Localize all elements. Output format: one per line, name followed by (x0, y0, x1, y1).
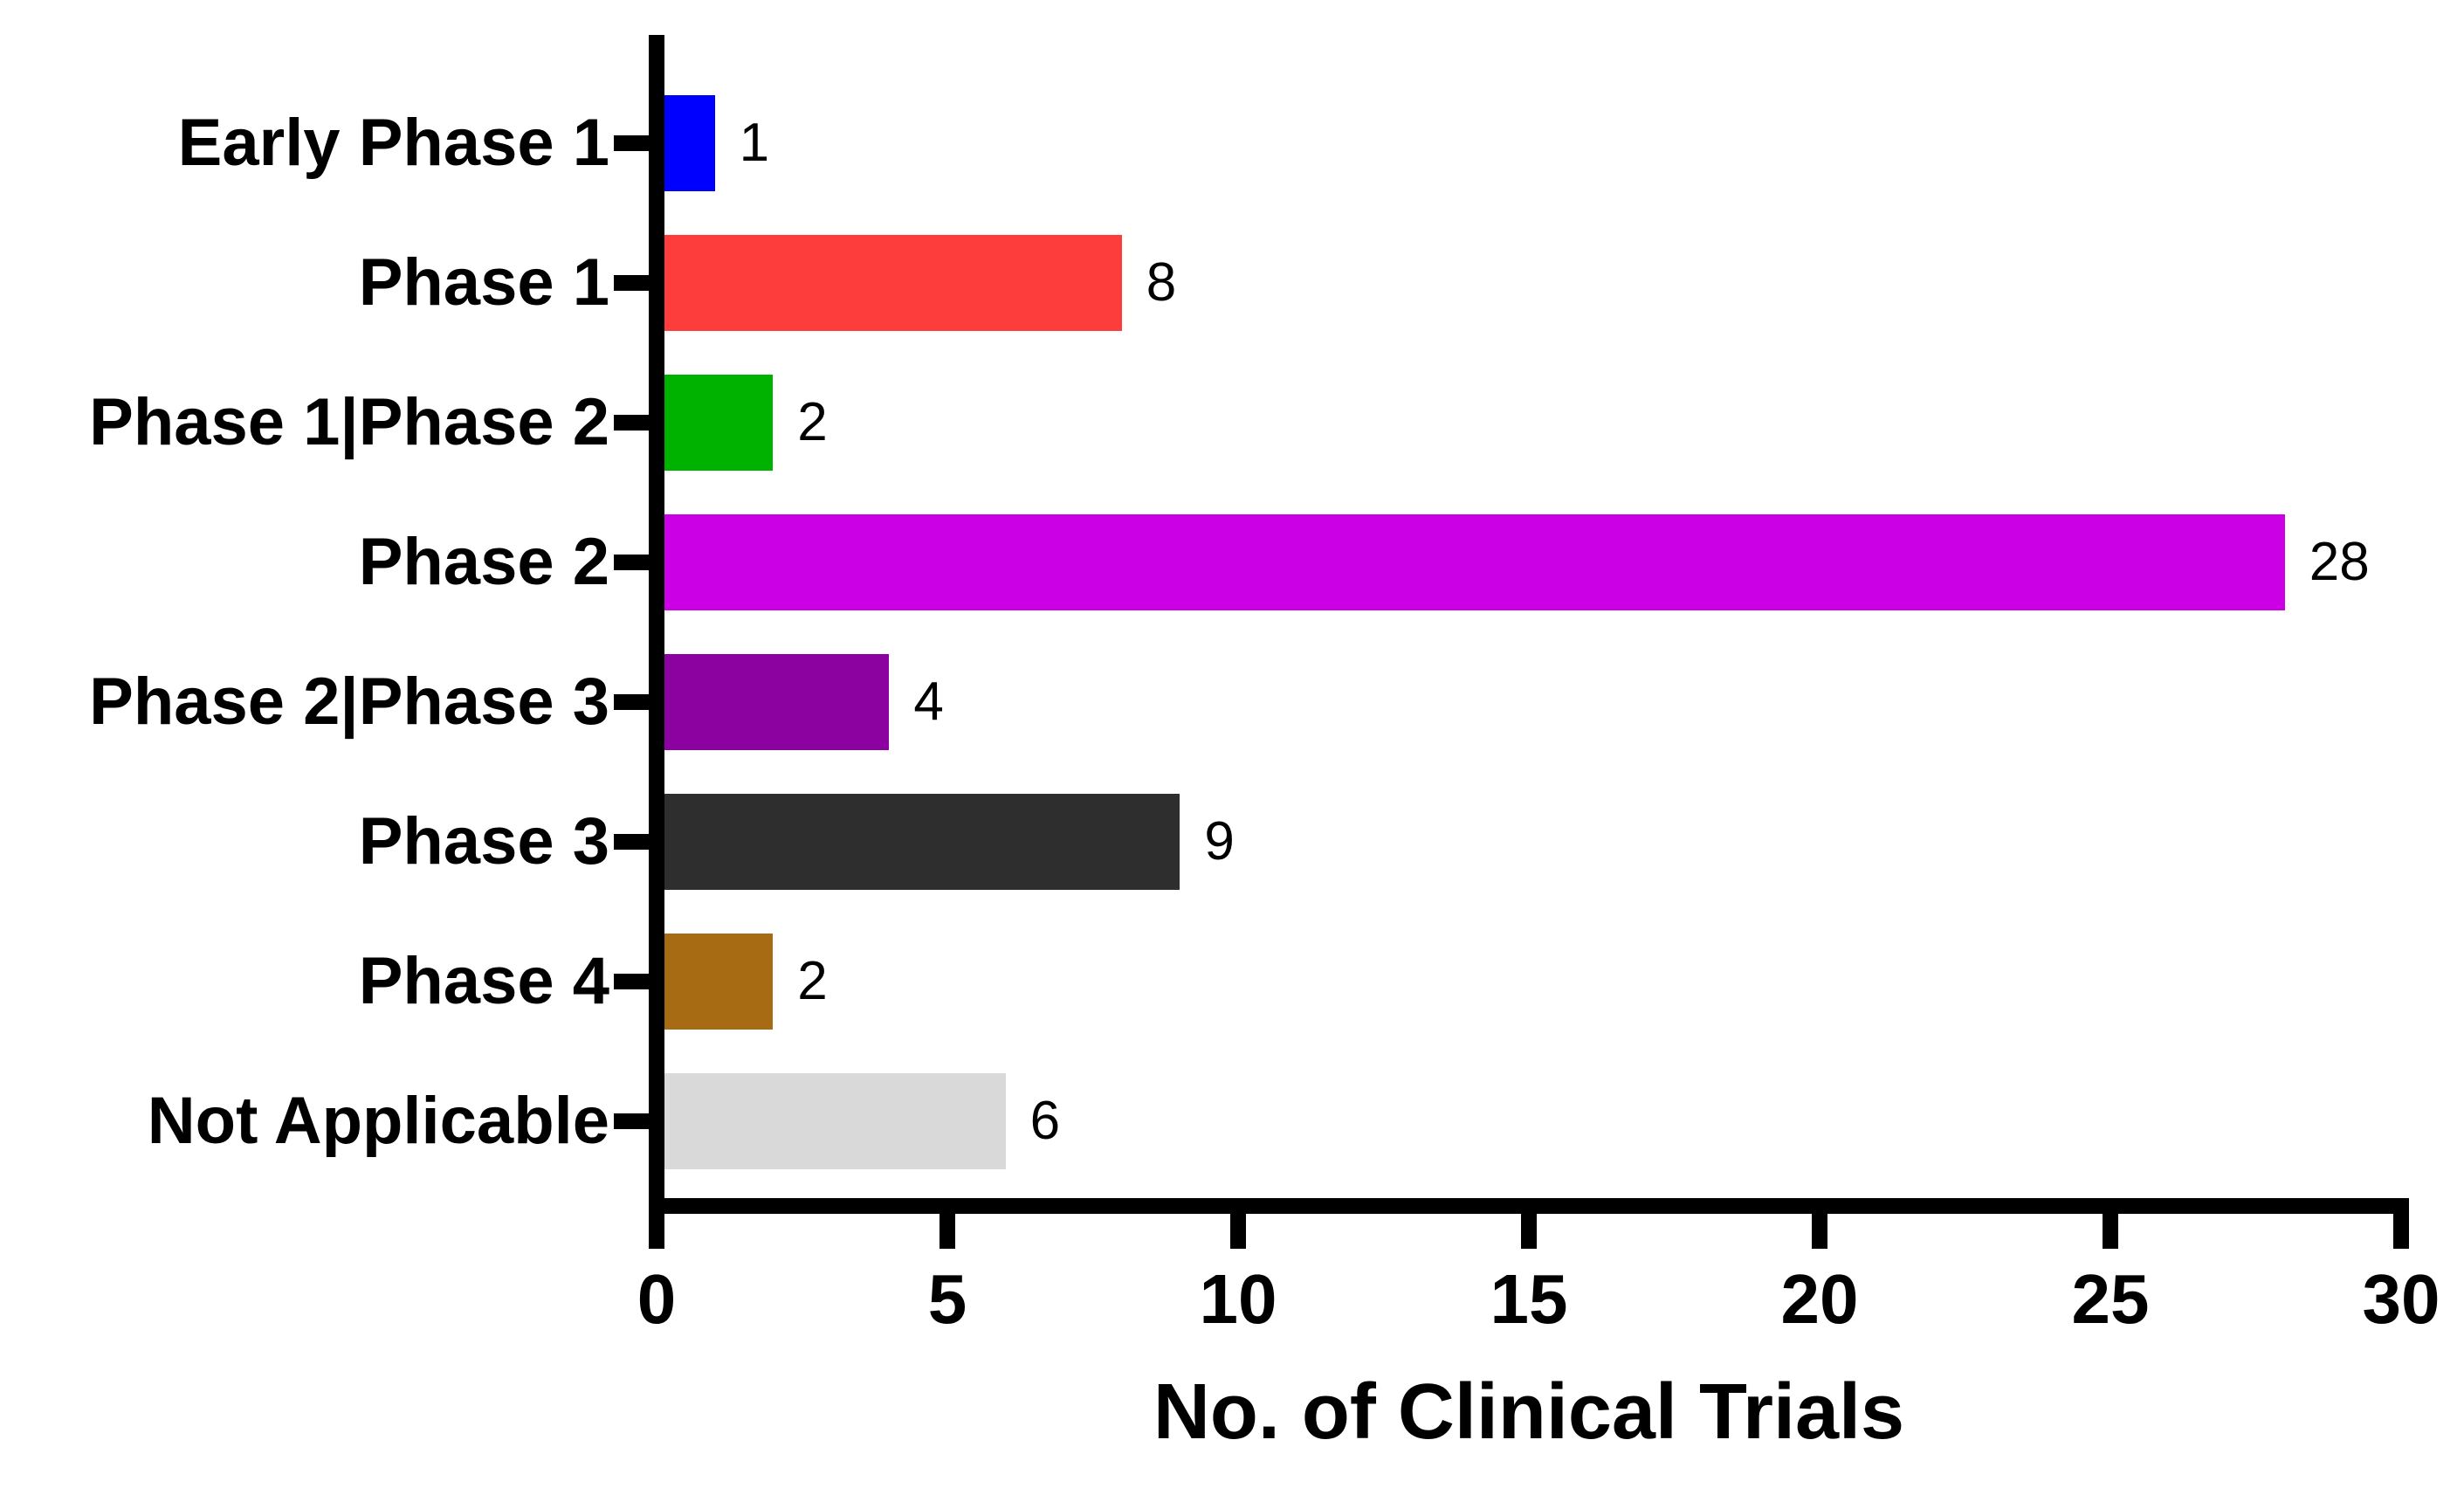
x-axis-line (649, 1198, 2409, 1214)
category-label: Phase 1|Phase 2 (89, 385, 609, 459)
x-axis-title: No. of Clinical Trials (1153, 1368, 1905, 1456)
y-axis-tick (614, 555, 649, 570)
x-axis-tick (2103, 1214, 2118, 1249)
x-axis-tick-label: 25 (2071, 1260, 2150, 1338)
bar-value-label: 2 (797, 392, 828, 452)
bar-value-label: 8 (1146, 252, 1177, 313)
x-axis-tick (2393, 1214, 2409, 1249)
y-axis-tick (614, 834, 649, 850)
x-axis-tick-label: 5 (927, 1260, 967, 1338)
bar-value-label: 1 (739, 113, 770, 173)
bar (664, 514, 2285, 610)
y-axis-tick (614, 694, 649, 710)
y-axis-tick (614, 275, 649, 291)
category-label: Phase 4 (358, 944, 609, 1018)
y-axis-tick (614, 135, 649, 151)
x-axis-tick-label: 10 (1199, 1260, 1277, 1338)
bar-value-label: 9 (1204, 811, 1235, 872)
x-axis-tick (939, 1214, 955, 1249)
bar (664, 235, 1122, 331)
y-axis-tick (614, 415, 649, 431)
x-axis-tick-label: 30 (2362, 1260, 2440, 1338)
x-axis-tick-label: 0 (637, 1260, 677, 1338)
y-axis-tick (614, 1113, 649, 1129)
bar (664, 794, 1180, 890)
category-label: Phase 3 (358, 804, 609, 878)
bar-value-label: 6 (1029, 1091, 1061, 1151)
category-label: Not Applicable (147, 1084, 609, 1158)
x-axis-tick (649, 1214, 664, 1249)
bar-value-label: 4 (913, 672, 944, 732)
category-label: Early Phase 1 (177, 106, 609, 180)
category-label: Phase 2 (358, 525, 609, 599)
bar (664, 1073, 1006, 1169)
y-axis-tick (614, 974, 649, 989)
category-label: Phase 1 (358, 245, 609, 320)
bar (664, 654, 890, 750)
bar-value-label: 2 (797, 951, 828, 1011)
x-axis-tick (1812, 1214, 1827, 1249)
x-axis-tick-label: 20 (1780, 1260, 1859, 1338)
x-axis-tick (1230, 1214, 1246, 1249)
bar-value-label: 28 (2309, 532, 2370, 592)
bar (664, 934, 774, 1030)
bar (664, 375, 774, 471)
bar (664, 95, 715, 191)
category-label: Phase 2|Phase 3 (89, 665, 609, 739)
x-axis-tick-label: 15 (1490, 1260, 1568, 1338)
x-axis-tick (1521, 1214, 1537, 1249)
y-axis-line (649, 35, 664, 1214)
